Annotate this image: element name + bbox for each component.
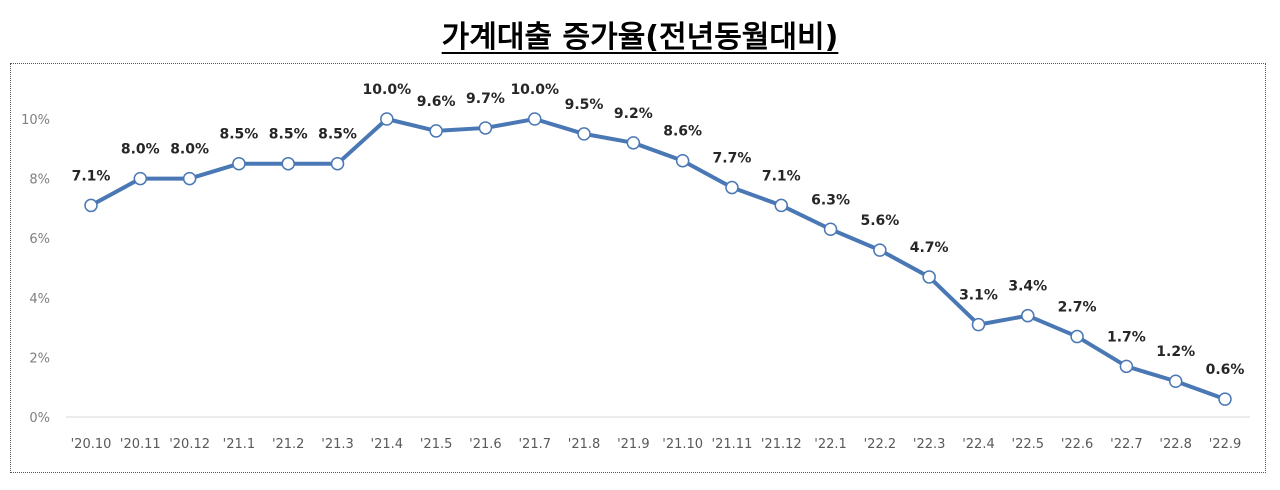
data-label: 9.6% [417,94,456,110]
x-tick-label: '22.6 [1061,437,1094,452]
data-label: 6.3% [811,192,850,208]
data-labels: 7.1% 8.0% 8.0% 8.5% 8.5% 8.5% 10.0% 9.6% 9.7% 10.… [72,82,1245,378]
data-label: 8.5% [269,127,308,143]
x-tick-label: '21.6 [469,437,502,452]
x-tick-label: '22.7 [1110,437,1143,452]
x-tick-label: '21.2 [272,437,305,452]
data-point [1119,359,1134,374]
data-point [1021,308,1035,323]
data-label: 2.7% [1058,300,1097,316]
data-point [725,180,739,195]
data-point [922,270,936,284]
y-tick-label: 6% [29,232,50,247]
x-tick-label: '21.1 [223,437,256,452]
x-axis: '20.10 '20.11 '20.12 '21.1 '21.2 '21.3 '21.4 '2… [66,416,1250,452]
x-tick-label: '21.12 [761,437,802,452]
data-label: 7.1% [762,168,801,184]
y-axis: 0% 2% 4% 6% 8% 10% [21,113,50,426]
data-label: 4.7% [910,240,949,256]
data-point [281,156,295,171]
x-tick-label: '21.5 [420,437,453,452]
chart-frame [10,63,1266,473]
data-point [971,317,986,332]
chart-title: 가계대출 증가율(전년동월대비) [441,20,839,55]
y-tick-label: 4% [29,292,50,307]
data-label: 8.0% [170,142,209,158]
data-point [429,124,443,138]
data-point [182,171,197,186]
data-label: 9.2% [614,106,653,122]
data-label: 8.6% [663,124,702,140]
data-label: 7.7% [713,151,752,167]
data-label: 9.5% [565,97,604,113]
data-point [774,198,789,213]
data-point [1070,329,1084,344]
data-label: 8.5% [219,127,258,143]
x-tick-label: '22.5 [1012,437,1045,452]
data-label: 10.0% [510,82,559,98]
data-label: 9.7% [466,91,505,107]
data-point [478,121,493,135]
x-tick-label: '21.10 [662,437,703,452]
x-tick-label: '21.9 [617,437,650,452]
x-tick-label: '22.1 [814,437,847,452]
data-point [232,156,246,171]
data-label: 3.1% [959,288,998,304]
data-label: 10.0% [363,82,412,98]
x-tick-label: '21.3 [321,437,354,452]
x-tick-label: '21.7 [518,437,551,452]
x-tick-label: '21.8 [568,437,601,452]
data-point [133,171,148,186]
data-point [675,153,690,168]
data-label: 3.4% [1008,279,1047,295]
y-tick-label: 10% [21,113,50,128]
data-point [527,112,542,126]
x-tick-label: '20.12 [169,437,210,452]
data-point [1168,374,1183,388]
data-label: 1.2% [1156,344,1195,360]
x-tick-label: '20.10 [71,437,112,452]
y-tick-label: 2% [29,351,50,366]
y-tick-label: 8% [29,173,50,188]
data-label: 0.6% [1206,362,1245,378]
data-point [873,243,887,257]
data-point [330,156,345,171]
data-point [577,127,591,141]
data-point [823,222,838,237]
x-tick-label: '22.9 [1209,437,1242,452]
x-tick-label: '22.3 [913,437,946,452]
data-label: 7.1% [72,168,111,184]
data-label: 5.6% [860,213,899,229]
series-line [84,112,1232,406]
data-label: 8.5% [318,127,357,143]
data-point [626,136,641,150]
data-point [1218,392,1232,406]
x-tick-label: '22.8 [1159,437,1192,452]
data-label: 1.7% [1107,329,1146,345]
series-polyline [90,117,1226,402]
x-tick-label: '21.4 [371,437,404,452]
y-tick-label: 0% [29,411,50,426]
data-point [380,112,394,126]
x-tick-label: '21.11 [712,437,753,452]
data-point [84,198,98,213]
x-tick-label: '20.11 [120,437,161,452]
x-tick-label: '22.2 [864,437,897,452]
data-label: 8.0% [121,142,160,158]
x-tick-label: '22.4 [962,437,995,452]
